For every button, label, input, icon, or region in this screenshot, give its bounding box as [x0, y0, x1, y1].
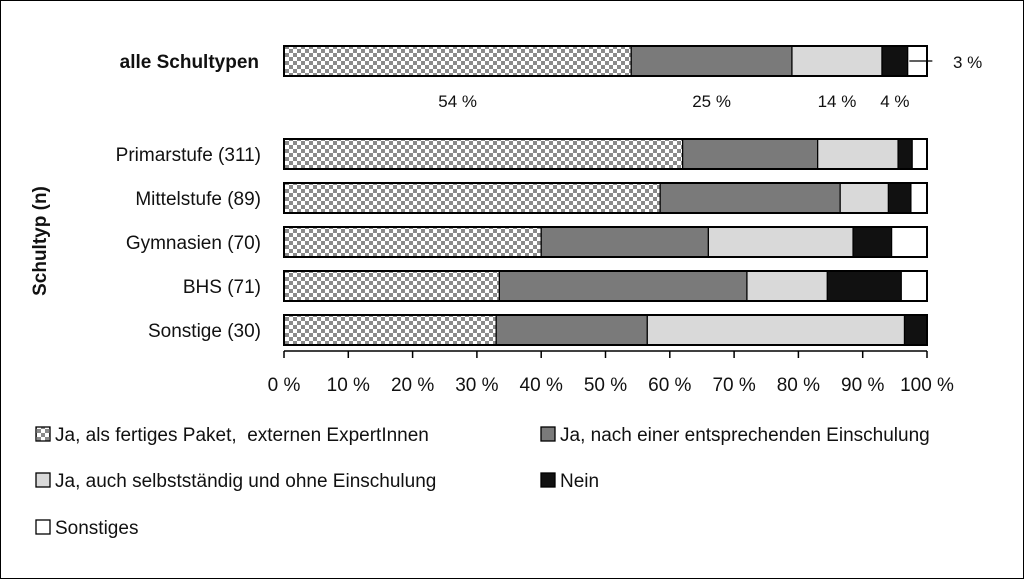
- x-tick-label: 20 %: [391, 375, 434, 396]
- bar-segment: [900, 270, 928, 302]
- data-label: 25 %: [692, 92, 731, 111]
- bar-segment: [881, 45, 909, 77]
- bar-segment: [659, 182, 841, 214]
- bar-segment: [746, 270, 828, 302]
- bar-segment: [910, 182, 928, 214]
- bar-segment: [791, 45, 883, 77]
- bar-segment: [891, 226, 928, 258]
- category-label: Primarstufe (311): [116, 145, 261, 166]
- bar-segment: [897, 138, 913, 170]
- legend-entry: Ja, als fertiges Paket, externen ExpertI…: [55, 425, 429, 446]
- bar-segment: [707, 226, 854, 258]
- y-axis-label: Schultyp (n): [30, 186, 51, 296]
- x-tick-label: 50 %: [584, 375, 627, 396]
- legend-entry: Ja, nach einer entsprechenden Einschulun…: [560, 425, 930, 446]
- bar-segment: [495, 314, 648, 346]
- bar-segment: [817, 138, 899, 170]
- legend-entry: Ja, auch selbstständig und ohne Einschul…: [55, 471, 436, 492]
- bar-segment: [903, 314, 928, 346]
- data-label: 14 %: [818, 92, 857, 111]
- category-label: Sonstige (30): [148, 321, 261, 342]
- bar-segment: [283, 45, 632, 77]
- bar-segment: [630, 45, 793, 77]
- category-label: alle Schultypen: [120, 52, 259, 73]
- data-label: 3 %: [953, 53, 982, 72]
- legend-swatch: [540, 426, 556, 442]
- x-tick-label: 30 %: [455, 375, 498, 396]
- legend-swatch: [35, 472, 51, 488]
- bar-segment: [911, 138, 928, 170]
- bar-outline: [283, 182, 928, 214]
- x-tick-label: 0 %: [268, 375, 301, 396]
- x-tick-label: 40 %: [520, 375, 563, 396]
- category-label: BHS (71): [183, 277, 261, 298]
- legend-entry: Sonstiges: [55, 518, 138, 539]
- bar-segment: [839, 182, 890, 214]
- bar-segment: [283, 226, 542, 258]
- category-label: Gymnasien (70): [126, 233, 261, 254]
- bar-segment: [852, 226, 893, 258]
- legend-swatch: [540, 472, 556, 488]
- x-tick-label: 80 %: [777, 375, 820, 396]
- bar-outline: [283, 314, 928, 346]
- legend-swatch: [35, 426, 51, 442]
- bar-segment: [498, 270, 748, 302]
- bar-segment: [283, 182, 661, 214]
- x-tick-label: 100 %: [900, 375, 954, 396]
- bar-outline: [283, 226, 928, 258]
- category-label: Mittelstufe (89): [135, 189, 261, 210]
- legend-entry: Nein: [560, 471, 599, 492]
- bar-segment: [283, 138, 684, 170]
- x-tick-label: 60 %: [648, 375, 691, 396]
- bar-segment: [283, 314, 497, 346]
- bar-segment: [540, 226, 709, 258]
- bar-outline: [283, 138, 928, 170]
- bar-segment: [887, 182, 912, 214]
- bar-segment: [826, 270, 902, 302]
- data-label: 54 %: [438, 92, 477, 111]
- bar-segment: [646, 314, 906, 346]
- bar-segment: [682, 138, 819, 170]
- bar-outline: [283, 270, 928, 302]
- x-tick-label: 90 %: [841, 375, 884, 396]
- data-label: 4 %: [880, 92, 909, 111]
- legend-swatch: [35, 519, 51, 535]
- x-tick-label: 10 %: [327, 375, 370, 396]
- bar-segment: [283, 270, 501, 302]
- x-tick-label: 70 %: [712, 375, 755, 396]
